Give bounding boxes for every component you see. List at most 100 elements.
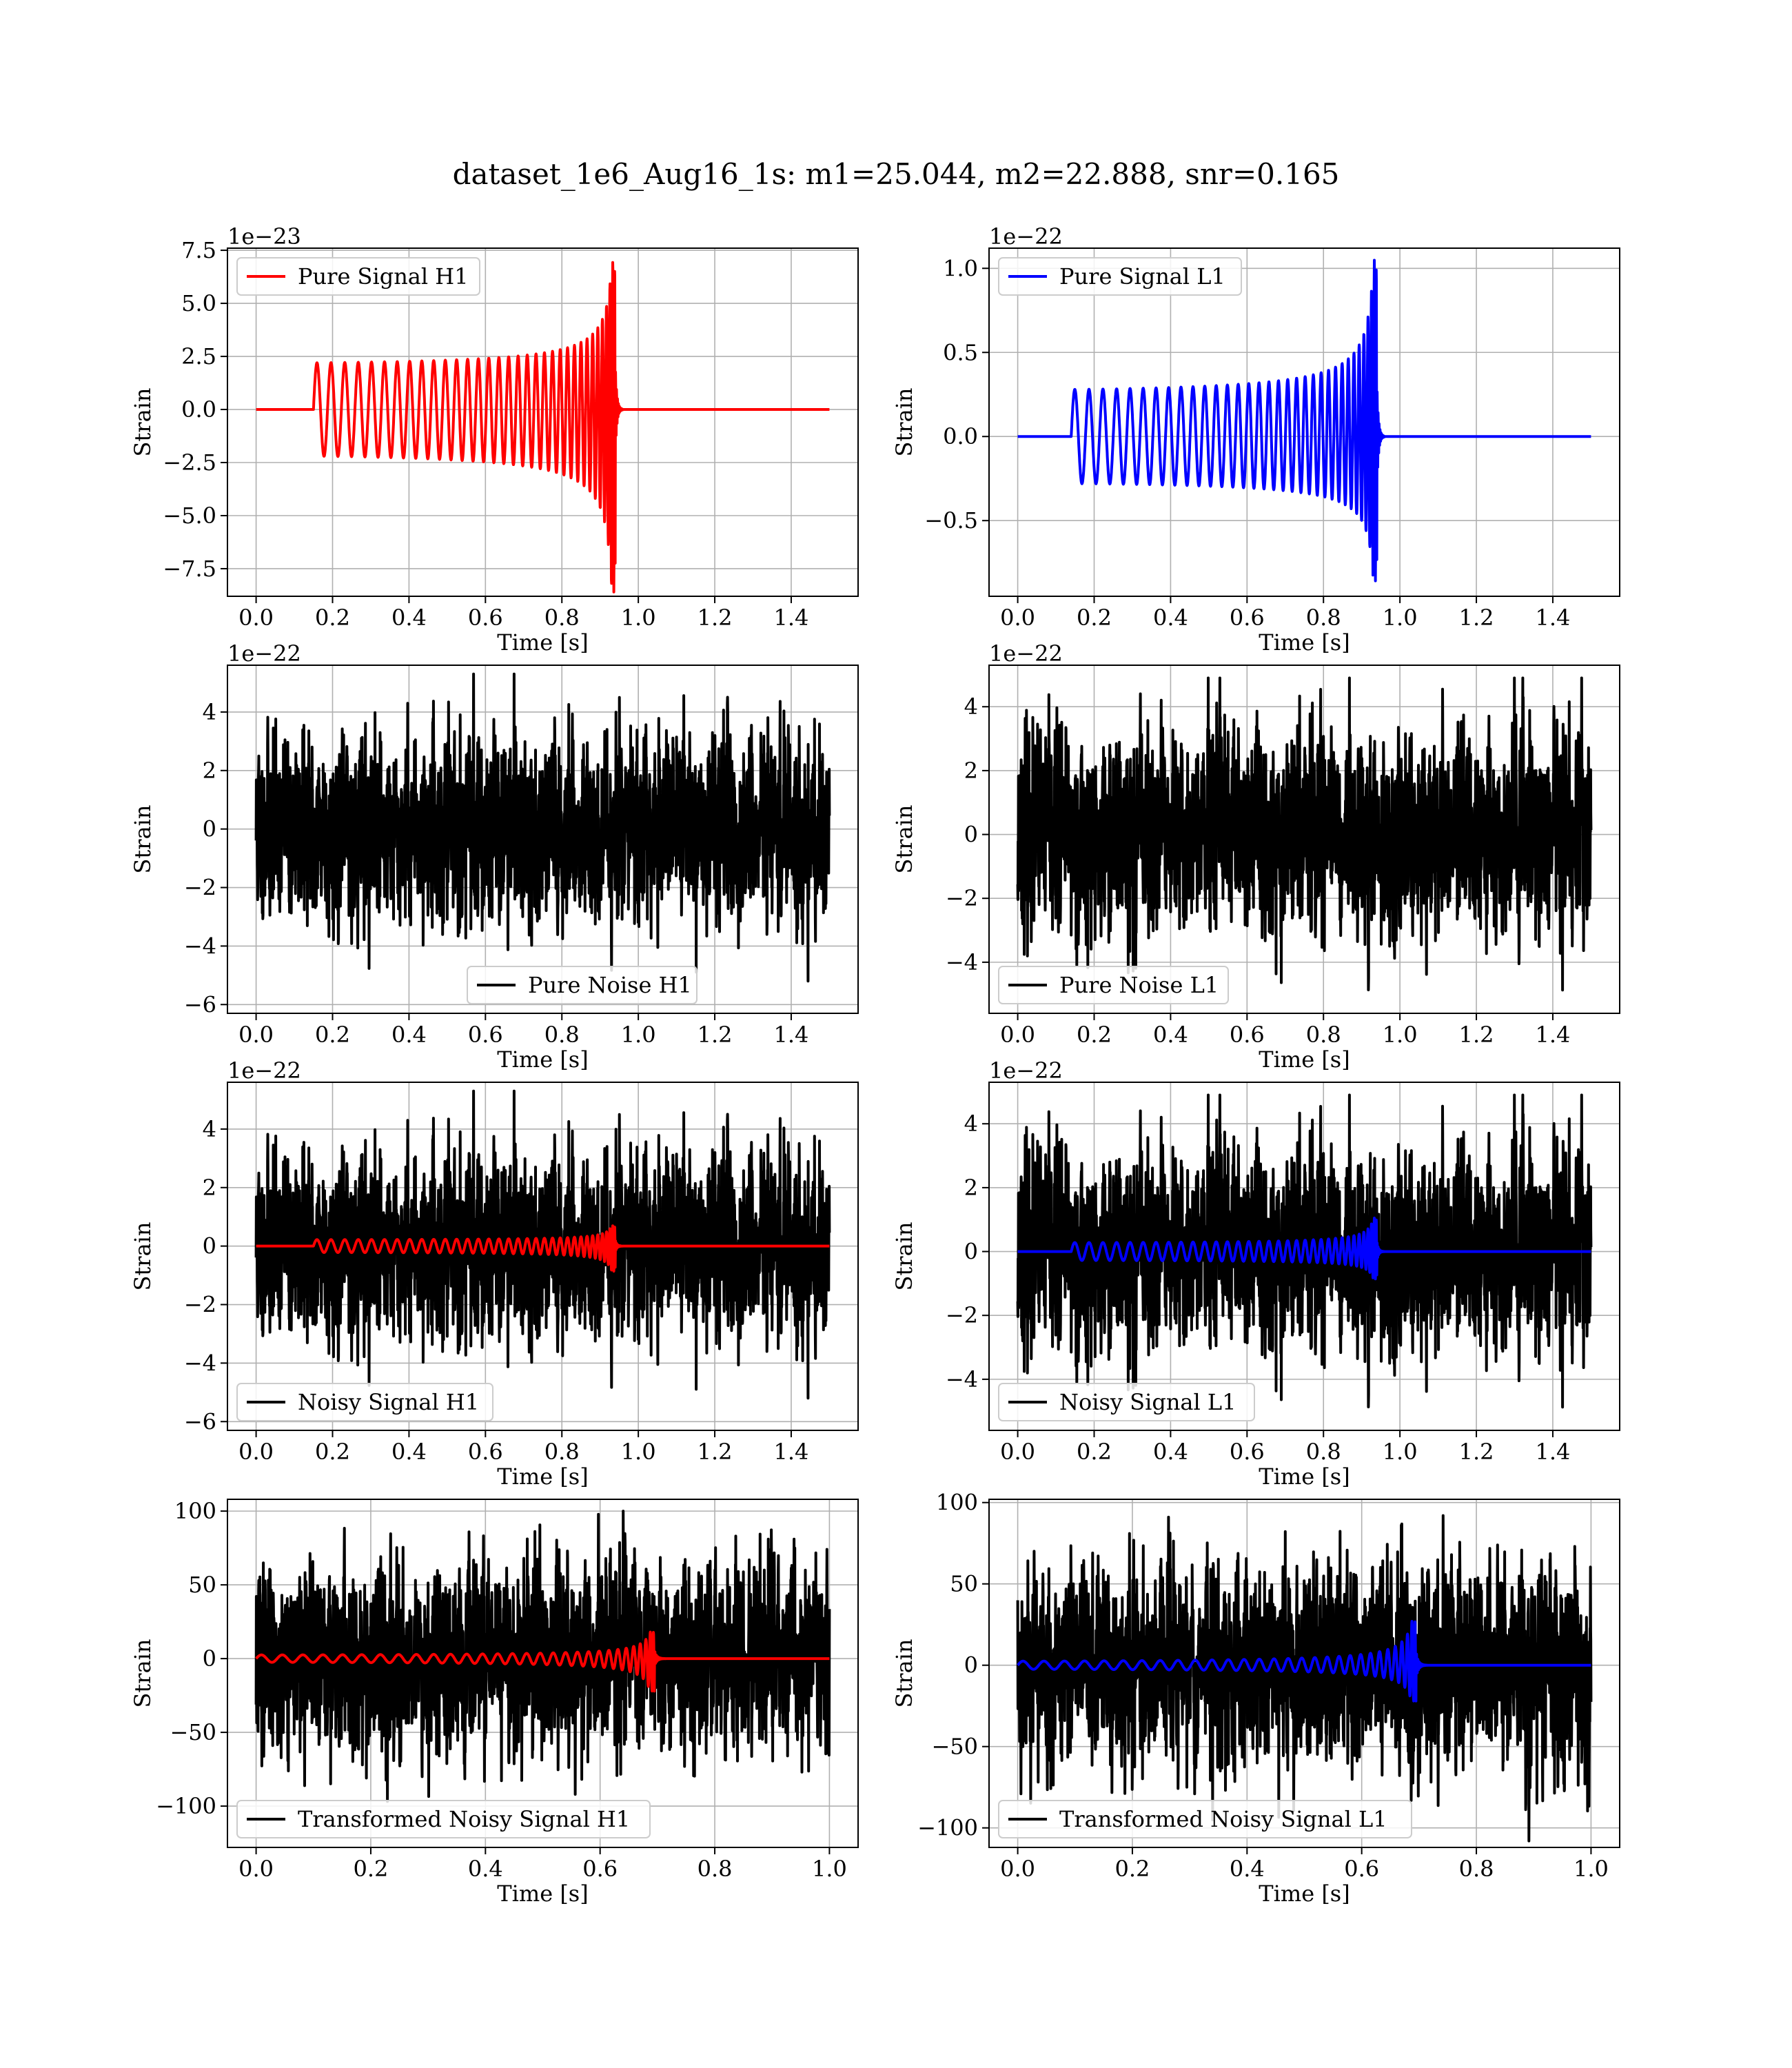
x-tick-label: 0.8 [544, 1022, 580, 1048]
series-line-transformed-noisy-signal-l1-0 [1016, 1514, 1593, 1843]
legend: Transformed Noisy Signal L1 [998, 1800, 1412, 1838]
x-axis-label: Time [s] [1259, 1046, 1350, 1073]
y-tick-label: −6 [184, 1408, 216, 1435]
legend: Pure Signal L1 [998, 257, 1242, 296]
axes-frame [988, 1499, 1620, 1848]
axes-frame [988, 665, 1620, 1014]
x-tick-label: 1.0 [1383, 1022, 1418, 1048]
y-tick-label: −2 [184, 875, 216, 901]
x-tick-label: 1.0 [812, 1856, 847, 1882]
x-tick-label: 1.2 [698, 1022, 733, 1048]
y-tick-label: 5.0 [181, 290, 216, 316]
legend-label: Transformed Noisy Signal H1 [298, 1806, 630, 1832]
legend-box [467, 966, 698, 1004]
x-tick-label: 1.4 [1536, 605, 1571, 631]
subplot-noisy-signal-l1: 0.0 0.2 0.4 0.6 0.8 1.0 1.2 1.4 −4 −2 0 2 4 Time [s] S… [891, 1057, 1620, 1490]
x-axis-label: Time [s] [497, 1463, 588, 1490]
x-tick-label: 1.4 [774, 1439, 809, 1465]
y-tick-label: 0.0 [181, 396, 216, 423]
y-axis-label: Strain [130, 1222, 156, 1291]
y-tick-label: −4 [946, 949, 978, 975]
legend: Transformed Noisy Signal H1 [236, 1800, 651, 1838]
x-tick-label: 1.2 [1459, 1022, 1494, 1048]
y-tick-label: 1.0 [943, 255, 978, 281]
y-tick-label: 4 [964, 1111, 978, 1137]
x-tick-label: 1.2 [698, 1439, 733, 1465]
x-tick-label: 1.2 [1459, 1439, 1494, 1465]
y-tick-label: 0 [964, 822, 978, 848]
y-tick-label: −5.0 [163, 503, 216, 529]
series-line-transformed-noisy-signal-h1-0 [254, 1510, 831, 1803]
y-tick-label: −4 [184, 1350, 216, 1376]
legend-label: Pure Signal H1 [298, 263, 469, 290]
y-tick-label: 4 [203, 699, 216, 725]
x-tick-label: 1.4 [1536, 1022, 1571, 1048]
x-tick-label: 0.6 [1344, 1856, 1379, 1882]
x-tick-label: 1.0 [621, 1439, 656, 1465]
x-tick-label: 0.6 [1230, 1439, 1265, 1465]
series-line-pure-signal-h1-0 [254, 261, 831, 594]
x-tick-label: 0.8 [1459, 1856, 1494, 1882]
subplot-pure-signal-h1: 0.0 0.2 0.4 0.6 0.8 1.0 1.2 1.4 −7.5 −5.0 −2.5 0.0 2… [130, 223, 859, 656]
axes-frame [988, 247, 1620, 597]
x-tick-label: 0.2 [1115, 1856, 1150, 1882]
x-tick-label: 0.2 [315, 1022, 350, 1048]
x-tick-label: 0.6 [468, 1022, 503, 1048]
x-tick-label: 0.0 [1000, 1439, 1035, 1465]
y-offset-label: 1e−22 [989, 1057, 1063, 1084]
x-tick-label: 1.4 [1536, 1439, 1571, 1465]
x-tick-label: 0.2 [315, 1439, 350, 1465]
x-tick-label: 0.4 [468, 1856, 503, 1882]
x-tick-label: 1.4 [774, 605, 809, 631]
series-line-noisy-signal-h1-0 [254, 1089, 831, 1400]
legend-label: Pure Signal L1 [1059, 263, 1225, 290]
x-tick-label: 0.2 [1077, 605, 1112, 631]
subplot-transformed-noisy-signal-h1: 0.0 0.2 0.4 0.6 0.8 1.0 −100 −50 0 50 100 Time [s] S… [130, 1498, 859, 1907]
subplot-pure-signal-l1: 0.0 0.2 0.4 0.6 0.8 1.0 1.2 1.4 −0.5 0.0 0.5 1.0 Tim… [891, 223, 1620, 656]
subplot-pure-noise-l1: 0.0 0.2 0.4 0.6 0.8 1.0 1.2 1.4 −4 −2 0 2 4 Time [s] S… [891, 640, 1620, 1073]
series-line-noisy-signal-l1-1 [1016, 1217, 1593, 1281]
x-tick-label: 0.8 [698, 1856, 733, 1882]
y-axis-label: Strain [891, 1639, 917, 1708]
y-tick-label: −50 [170, 1719, 216, 1745]
axes-frame [988, 1082, 1620, 1431]
y-offset-label: 1e−22 [989, 223, 1063, 250]
x-tick-label: 0.0 [1000, 605, 1035, 631]
legend-box [236, 257, 480, 296]
series-line-pure-noise-l1-0 [1016, 676, 1593, 992]
x-axis-label: Time [s] [497, 1881, 588, 1907]
y-tick-label: 100 [936, 1490, 978, 1516]
x-tick-label: 0.4 [1153, 1022, 1188, 1048]
x-axis-label: Time [s] [1259, 1463, 1350, 1490]
legend-box [236, 1383, 493, 1421]
y-tick-label: 7.5 [181, 237, 216, 263]
x-tick-label: 0.0 [238, 1022, 274, 1048]
y-tick-label: −2 [946, 1302, 978, 1328]
y-axis-label: Strain [891, 805, 917, 874]
x-tick-label: 0.2 [1077, 1022, 1112, 1048]
x-tick-label: 1.0 [621, 605, 656, 631]
x-tick-label: 1.0 [621, 1022, 656, 1048]
y-tick-label: −4 [946, 1366, 978, 1392]
figure-title: dataset_1e6_Aug16_1s: m1=25.044, m2=22.8… [452, 157, 1340, 191]
legend-label: Noisy Signal H1 [298, 1389, 479, 1415]
subplot-pure-noise-h1: 0.0 0.2 0.4 0.6 0.8 1.0 1.2 1.4 −6 −4 −2 0 2 4 Time [s… [130, 640, 859, 1073]
y-axis-label: Strain [130, 805, 156, 874]
y-tick-label: 2 [964, 1175, 978, 1201]
y-offset-label: 1e−22 [989, 640, 1063, 667]
x-tick-label: 0.0 [238, 1439, 274, 1465]
x-tick-label: 0.8 [1306, 1439, 1341, 1465]
legend-box [998, 1800, 1412, 1838]
y-tick-label: 2 [203, 1175, 216, 1201]
y-tick-label: −6 [184, 991, 216, 1017]
y-tick-label: 0 [964, 1239, 978, 1265]
x-tick-label: 0.8 [544, 1439, 580, 1465]
x-tick-label: 1.4 [774, 1022, 809, 1048]
legend: Pure Noise L1 [998, 966, 1229, 1004]
x-tick-label: 0.4 [1153, 605, 1188, 631]
axes-frame [227, 1082, 859, 1431]
y-tick-label: −2.5 [163, 449, 216, 476]
y-axis-label: Strain [891, 1222, 917, 1291]
x-tick-label: 0.4 [391, 1439, 427, 1465]
